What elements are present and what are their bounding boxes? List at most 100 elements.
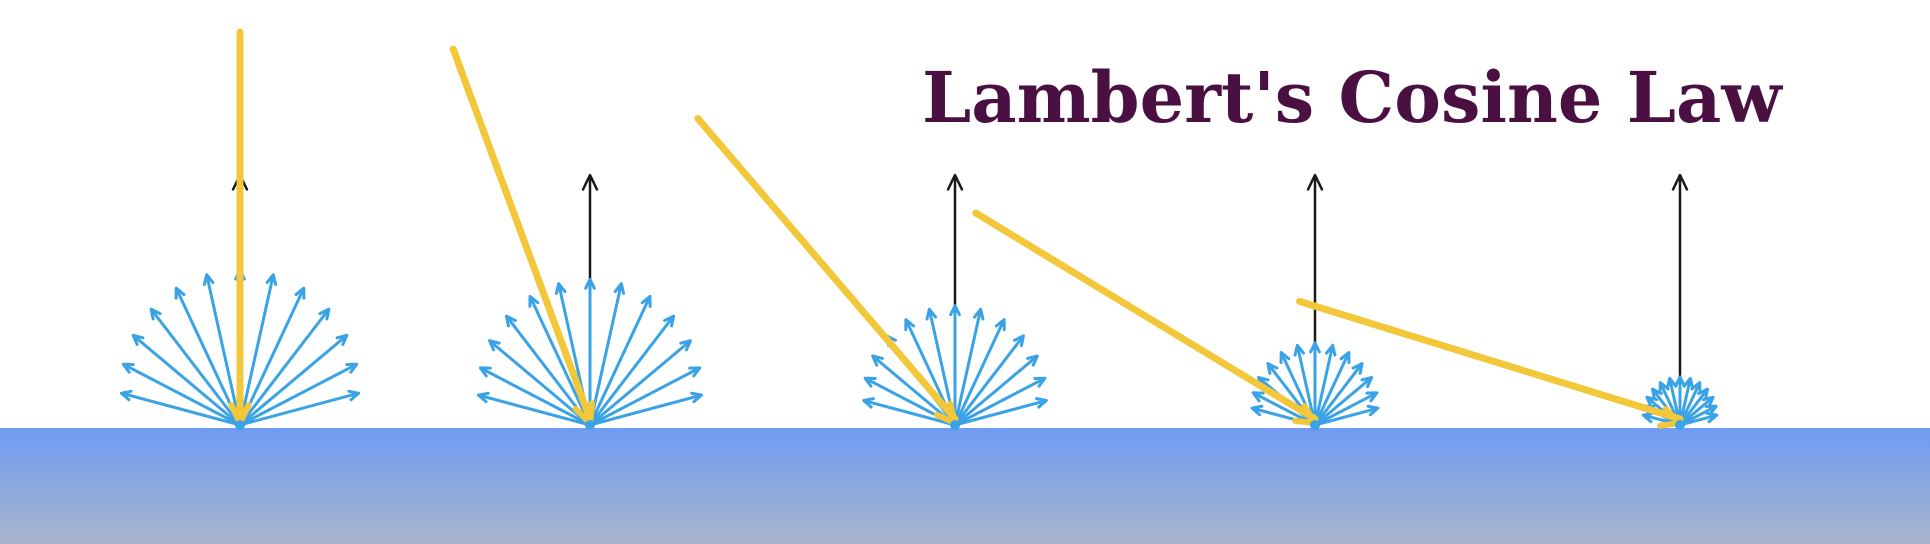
reflected-ray-arrowhead: [1665, 376, 1678, 390]
reflected-ray: [954, 354, 1039, 427]
incident-ray: [694, 115, 959, 423]
reflected-ray: [238, 274, 275, 426]
reflected-ray-arrowhead: [925, 307, 938, 321]
reflected-ray-arrowhead: [679, 339, 692, 352]
reflected-ray-arrowhead: [1360, 375, 1374, 389]
scenario-2: [449, 45, 704, 430]
reflected-ray-arrowhead: [862, 397, 875, 409]
reflected-ray-arrowhead: [613, 282, 626, 295]
reflected-ray-arrowhead: [994, 318, 1006, 332]
reflecting-surface: [0, 428, 1930, 544]
reflected-ray-arrowhead: [1309, 341, 1321, 354]
reflected-ray: [1314, 376, 1373, 427]
reflected-ray-arrowhead: [1266, 362, 1279, 375]
reflected-ray: [122, 362, 241, 427]
reflected-ray: [1314, 406, 1379, 427]
reflected-ray-arrowhead: [345, 362, 359, 374]
reflected-ray-arrowhead: [131, 333, 145, 346]
reflected-ray-arrowhead: [1251, 391, 1265, 403]
reflected-ray-arrowhead: [335, 333, 349, 346]
incident-ray: [1296, 297, 1684, 423]
reflected-ray: [954, 399, 1047, 427]
reflected-ray-arrowhead: [1690, 381, 1702, 395]
reflected-ray-arrowhead: [1033, 376, 1047, 388]
reflected-ray: [174, 287, 242, 426]
reflected-ray-arrowhead: [871, 354, 884, 367]
reflected-ray-arrowhead: [1013, 334, 1025, 348]
reflected-ray-arrowhead: [949, 304, 961, 317]
reflected-ray-arrowhead: [1658, 381, 1670, 395]
reflected-ray: [239, 391, 360, 427]
reflected-ray: [588, 283, 623, 426]
surface-normal-arrowhead: [1671, 173, 1689, 191]
reflected-ray-arrowhead: [347, 389, 361, 402]
reflected-ray: [478, 393, 591, 427]
reflected-ray: [479, 366, 591, 427]
reflected-ray: [953, 334, 1025, 426]
reflected-ray: [488, 339, 591, 427]
reflected-ray-arrowhead: [318, 307, 331, 321]
reflected-ray-arrowhead: [119, 389, 133, 402]
reflected-ray-arrowhead: [663, 314, 676, 328]
reflected-ray-arrowhead: [1035, 397, 1048, 409]
diagram-title: Lambert's Cosine Law: [922, 56, 1783, 139]
surface-normal-arrowhead: [946, 173, 964, 191]
reflected-ray-arrowhead: [640, 294, 652, 308]
surface-normal-arrowhead: [581, 173, 599, 191]
reflected-ray-arrowhead: [1026, 354, 1039, 367]
reflected-ray: [1679, 413, 1718, 427]
scenario-5: [1296, 173, 1719, 430]
scenario-4: [972, 173, 1380, 430]
reflected-ray-arrowhead: [1366, 404, 1380, 417]
reflected-ray-arrowhead: [688, 366, 702, 378]
reflected-ray: [1313, 351, 1351, 426]
reflected-ray-arrowhead: [202, 273, 215, 286]
reflected-ray-arrowhead: [972, 307, 985, 321]
reflected-ray-arrowhead: [504, 314, 517, 328]
reflected-ray-arrowhead: [1351, 362, 1364, 375]
reflected-ray-arrowhead: [584, 277, 596, 290]
reflected-ray: [1295, 345, 1317, 426]
reflected-ray: [954, 376, 1046, 427]
reflected-ray-arrowhead: [1293, 343, 1306, 357]
reflected-ray-arrowhead: [1705, 411, 1719, 424]
reflected-ray-arrowhead: [1701, 395, 1715, 408]
reflected-ray-arrowhead: [1250, 404, 1264, 417]
reflected-ray: [588, 315, 675, 426]
reflected-ray: [1679, 396, 1715, 427]
reflected-ray-arrowhead: [121, 362, 135, 374]
reflected-ray-arrowhead: [174, 286, 186, 300]
reflected-ray: [238, 287, 306, 426]
reflected-ray: [588, 295, 652, 426]
reflected-ray: [589, 339, 692, 427]
reflected-ray-arrowhead: [1650, 387, 1663, 401]
reflected-ray-arrowhead: [1704, 404, 1718, 416]
reflected-ray: [953, 319, 1006, 426]
reflected-ray: [239, 362, 358, 427]
reflected-ray: [1314, 391, 1378, 427]
reflected-ray: [120, 391, 241, 427]
incidence-point: [235, 420, 245, 430]
incidence-point: [1310, 420, 1320, 430]
reflected-ray-arrowhead: [1365, 391, 1379, 403]
reflected-ray-arrowhead: [528, 294, 540, 308]
reflected-ray-arrowhead: [1279, 351, 1291, 364]
reflected-ray-arrowhead: [863, 376, 877, 388]
reflected-ray: [1313, 345, 1335, 426]
reflected-ray-arrowhead: [478, 366, 492, 378]
reflected-ray: [205, 274, 242, 426]
reflected-ray-arrowhead: [1682, 376, 1695, 390]
reflected-ray: [1678, 388, 1709, 426]
reflected-ray-arrowhead: [1697, 387, 1710, 401]
reflected-ray-arrowhead: [554, 282, 567, 295]
scenarios-group: [119, 28, 1719, 430]
reflected-ray-arrowhead: [1339, 351, 1351, 364]
scenario-3: [694, 115, 1048, 430]
incidence-point: [1675, 420, 1685, 430]
scenario-1: [119, 28, 361, 430]
reflected-ray-arrowhead: [488, 339, 501, 352]
reflected-ray: [132, 334, 241, 427]
reflected-ray-arrowhead: [294, 286, 306, 300]
reflected-ray: [871, 354, 956, 427]
